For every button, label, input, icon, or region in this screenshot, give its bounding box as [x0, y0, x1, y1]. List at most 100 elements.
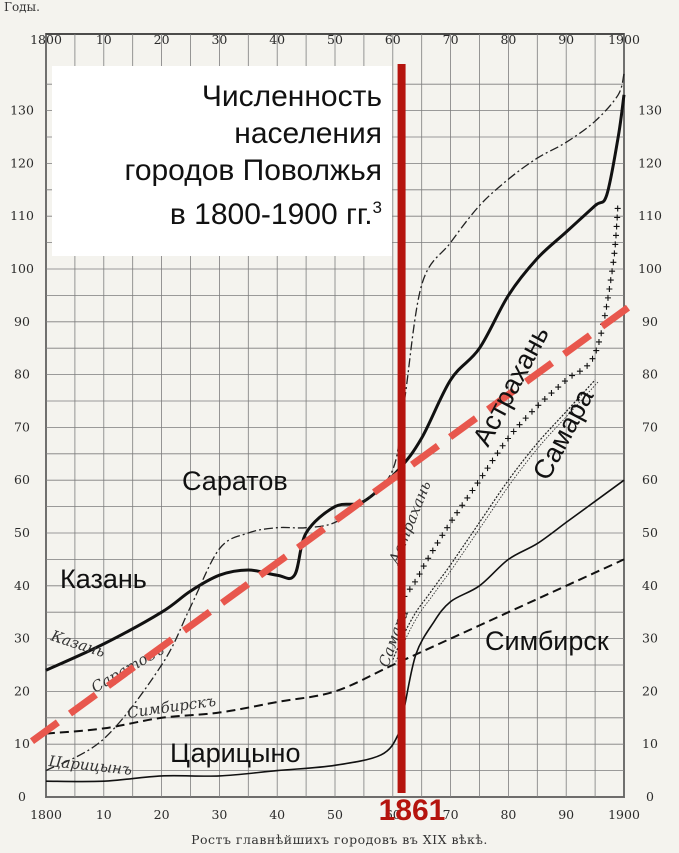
series-2-cross-mark: [561, 378, 568, 385]
series-2-cross-mark: [420, 563, 427, 570]
axis-ticks: 1800180010102020303040405050606070708080…: [10, 32, 662, 822]
y-tick-label-left: 70: [14, 419, 30, 434]
y-tick-label-right: 120: [638, 155, 662, 170]
series-2-cross-mark: [469, 487, 476, 494]
label-tsaritsyno: Царицыно: [170, 738, 300, 768]
series-2-cross-mark: [548, 390, 555, 397]
x-tick-label-bottom: 70: [443, 807, 459, 822]
series-1-line: [45, 73, 625, 772]
y-tick-label-left: 60: [14, 472, 30, 487]
series-2-cross-mark: [459, 502, 466, 509]
y-tick-label-right: 80: [642, 367, 658, 382]
series-2-cross-mark: [522, 415, 529, 422]
y-tick-label-right: 50: [642, 525, 658, 540]
series-2-cross-mark: [406, 586, 413, 593]
series-2-cross-mark: [606, 285, 613, 292]
y-tick-label-left: 100: [10, 261, 34, 276]
series-2-cross-mark: [505, 435, 512, 442]
series-2-cross-mark: [614, 214, 621, 221]
y-tick-label-left: 40: [14, 578, 30, 593]
series-2-cross-mark: [603, 303, 610, 310]
x-tick-label-bottom: 1800: [30, 807, 62, 822]
series-2-cross-mark: [439, 532, 446, 539]
x-tick-label-top: 30: [211, 32, 227, 47]
y-axis-title: Годы.: [4, 0, 40, 14]
x-tick-label-top: 60: [385, 32, 401, 47]
handwritten-label: Астрахань: [385, 478, 435, 567]
handwritten-label: Царицынъ: [48, 752, 133, 779]
y-tick-label-right: 70: [642, 419, 658, 434]
chart-caption: Ростъ главнѣйшихъ городовъ въ XIX вѣкѣ.: [191, 832, 488, 847]
series-3-line: [392, 379, 596, 660]
series-2-cross-mark: [555, 384, 562, 391]
series-2-cross-mark: [607, 277, 614, 284]
title-line-2: населения: [234, 117, 382, 150]
series-2-cross-mark: [516, 421, 523, 428]
series-2-cross-mark: [613, 223, 620, 230]
series-2-cross-mark: [464, 494, 471, 501]
x-tick-label-top: 70: [443, 32, 459, 47]
y-tick-label-right: 130: [638, 103, 662, 118]
y-tick-label-right: 40: [642, 578, 658, 593]
x-tick-label-bottom: 1900: [608, 807, 640, 822]
series-2-cross-mark: [510, 428, 517, 435]
series-2-cross-mark: [454, 509, 461, 516]
y-tick-label-left: 130: [10, 103, 34, 118]
series-2-cross-mark: [598, 330, 605, 337]
x-tick-label-top: 20: [154, 32, 170, 47]
series-2-cross-mark: [611, 250, 618, 257]
chart-title: Численность населения городов Поволжья в…: [125, 78, 382, 233]
y-tick-label-left: 30: [14, 631, 30, 646]
series-2-cross-mark: [499, 442, 506, 449]
series-2-cross-mark: [494, 450, 501, 457]
y-tick-label-left: 0: [18, 789, 26, 804]
series-2-cross-mark: [612, 241, 619, 248]
x-tick-label-bottom: 20: [154, 807, 170, 822]
label-simbirsk: Симбирск: [485, 626, 609, 656]
series-2-cross-mark: [612, 232, 619, 239]
series-2-cross-mark: [474, 480, 481, 487]
series-2-cross-mark: [429, 547, 436, 554]
x-tick-label-top: 50: [327, 32, 343, 47]
year-marker-label: 1861: [378, 794, 446, 827]
series-2-cross-mark: [449, 517, 456, 524]
y-tick-label-right: 0: [646, 789, 654, 804]
series-2-cross-mark: [479, 472, 486, 479]
x-tick-label-bottom: 60: [385, 807, 401, 822]
x-tick-label-bottom: 10: [96, 807, 112, 822]
label-samara: Самара: [527, 383, 600, 485]
series-2-cross-mark: [425, 555, 432, 562]
y-tick-label-right: 20: [642, 683, 658, 698]
title-box: Численность населения городов Поволжья в…: [52, 66, 392, 256]
handwritten-labels: КазаньСаратовъСимбирскъЦарицынъАстрахань…: [48, 478, 435, 779]
series-2-cross-mark: [595, 338, 602, 345]
series-3-line-b: [395, 381, 599, 662]
trend-line: [29, 297, 640, 745]
y-tick-label-right: 90: [642, 314, 658, 329]
x-tick-label-bottom: 80: [500, 807, 516, 822]
x-tick-label-top: 1900: [608, 32, 640, 47]
x-tick-label-bottom: 90: [558, 807, 574, 822]
series-2-cross-mark: [609, 268, 616, 275]
y-tick-label-right: 10: [642, 736, 658, 751]
series-2-cross-mark: [584, 362, 591, 369]
series-2-cross-mark: [535, 402, 542, 409]
x-tick-label-bottom: 40: [269, 807, 285, 822]
series-2-cross-mark: [416, 571, 423, 578]
y-tick-label-right: 110: [638, 208, 662, 223]
y-tick-label-left: 50: [14, 525, 30, 540]
series-2-cross-mark: [601, 312, 608, 319]
title-footnote: 3: [372, 198, 382, 217]
series-2-cross-mark: [604, 294, 611, 301]
series-2-cross-mark: [484, 465, 491, 472]
series-5-line: [45, 479, 625, 783]
y-tick-label-left: 20: [14, 683, 30, 698]
x-tick-label-top: 1800: [30, 32, 62, 47]
series-2-cross-mark: [412, 578, 419, 585]
y-tick-label-left: 120: [10, 155, 34, 170]
x-tick-label-top: 40: [269, 32, 285, 47]
series-2-cross-mark: [528, 408, 535, 415]
y-tick-label-left: 10: [14, 736, 30, 751]
series-2-cross-mark: [434, 539, 441, 546]
y-tick-label-left: 80: [14, 367, 30, 382]
